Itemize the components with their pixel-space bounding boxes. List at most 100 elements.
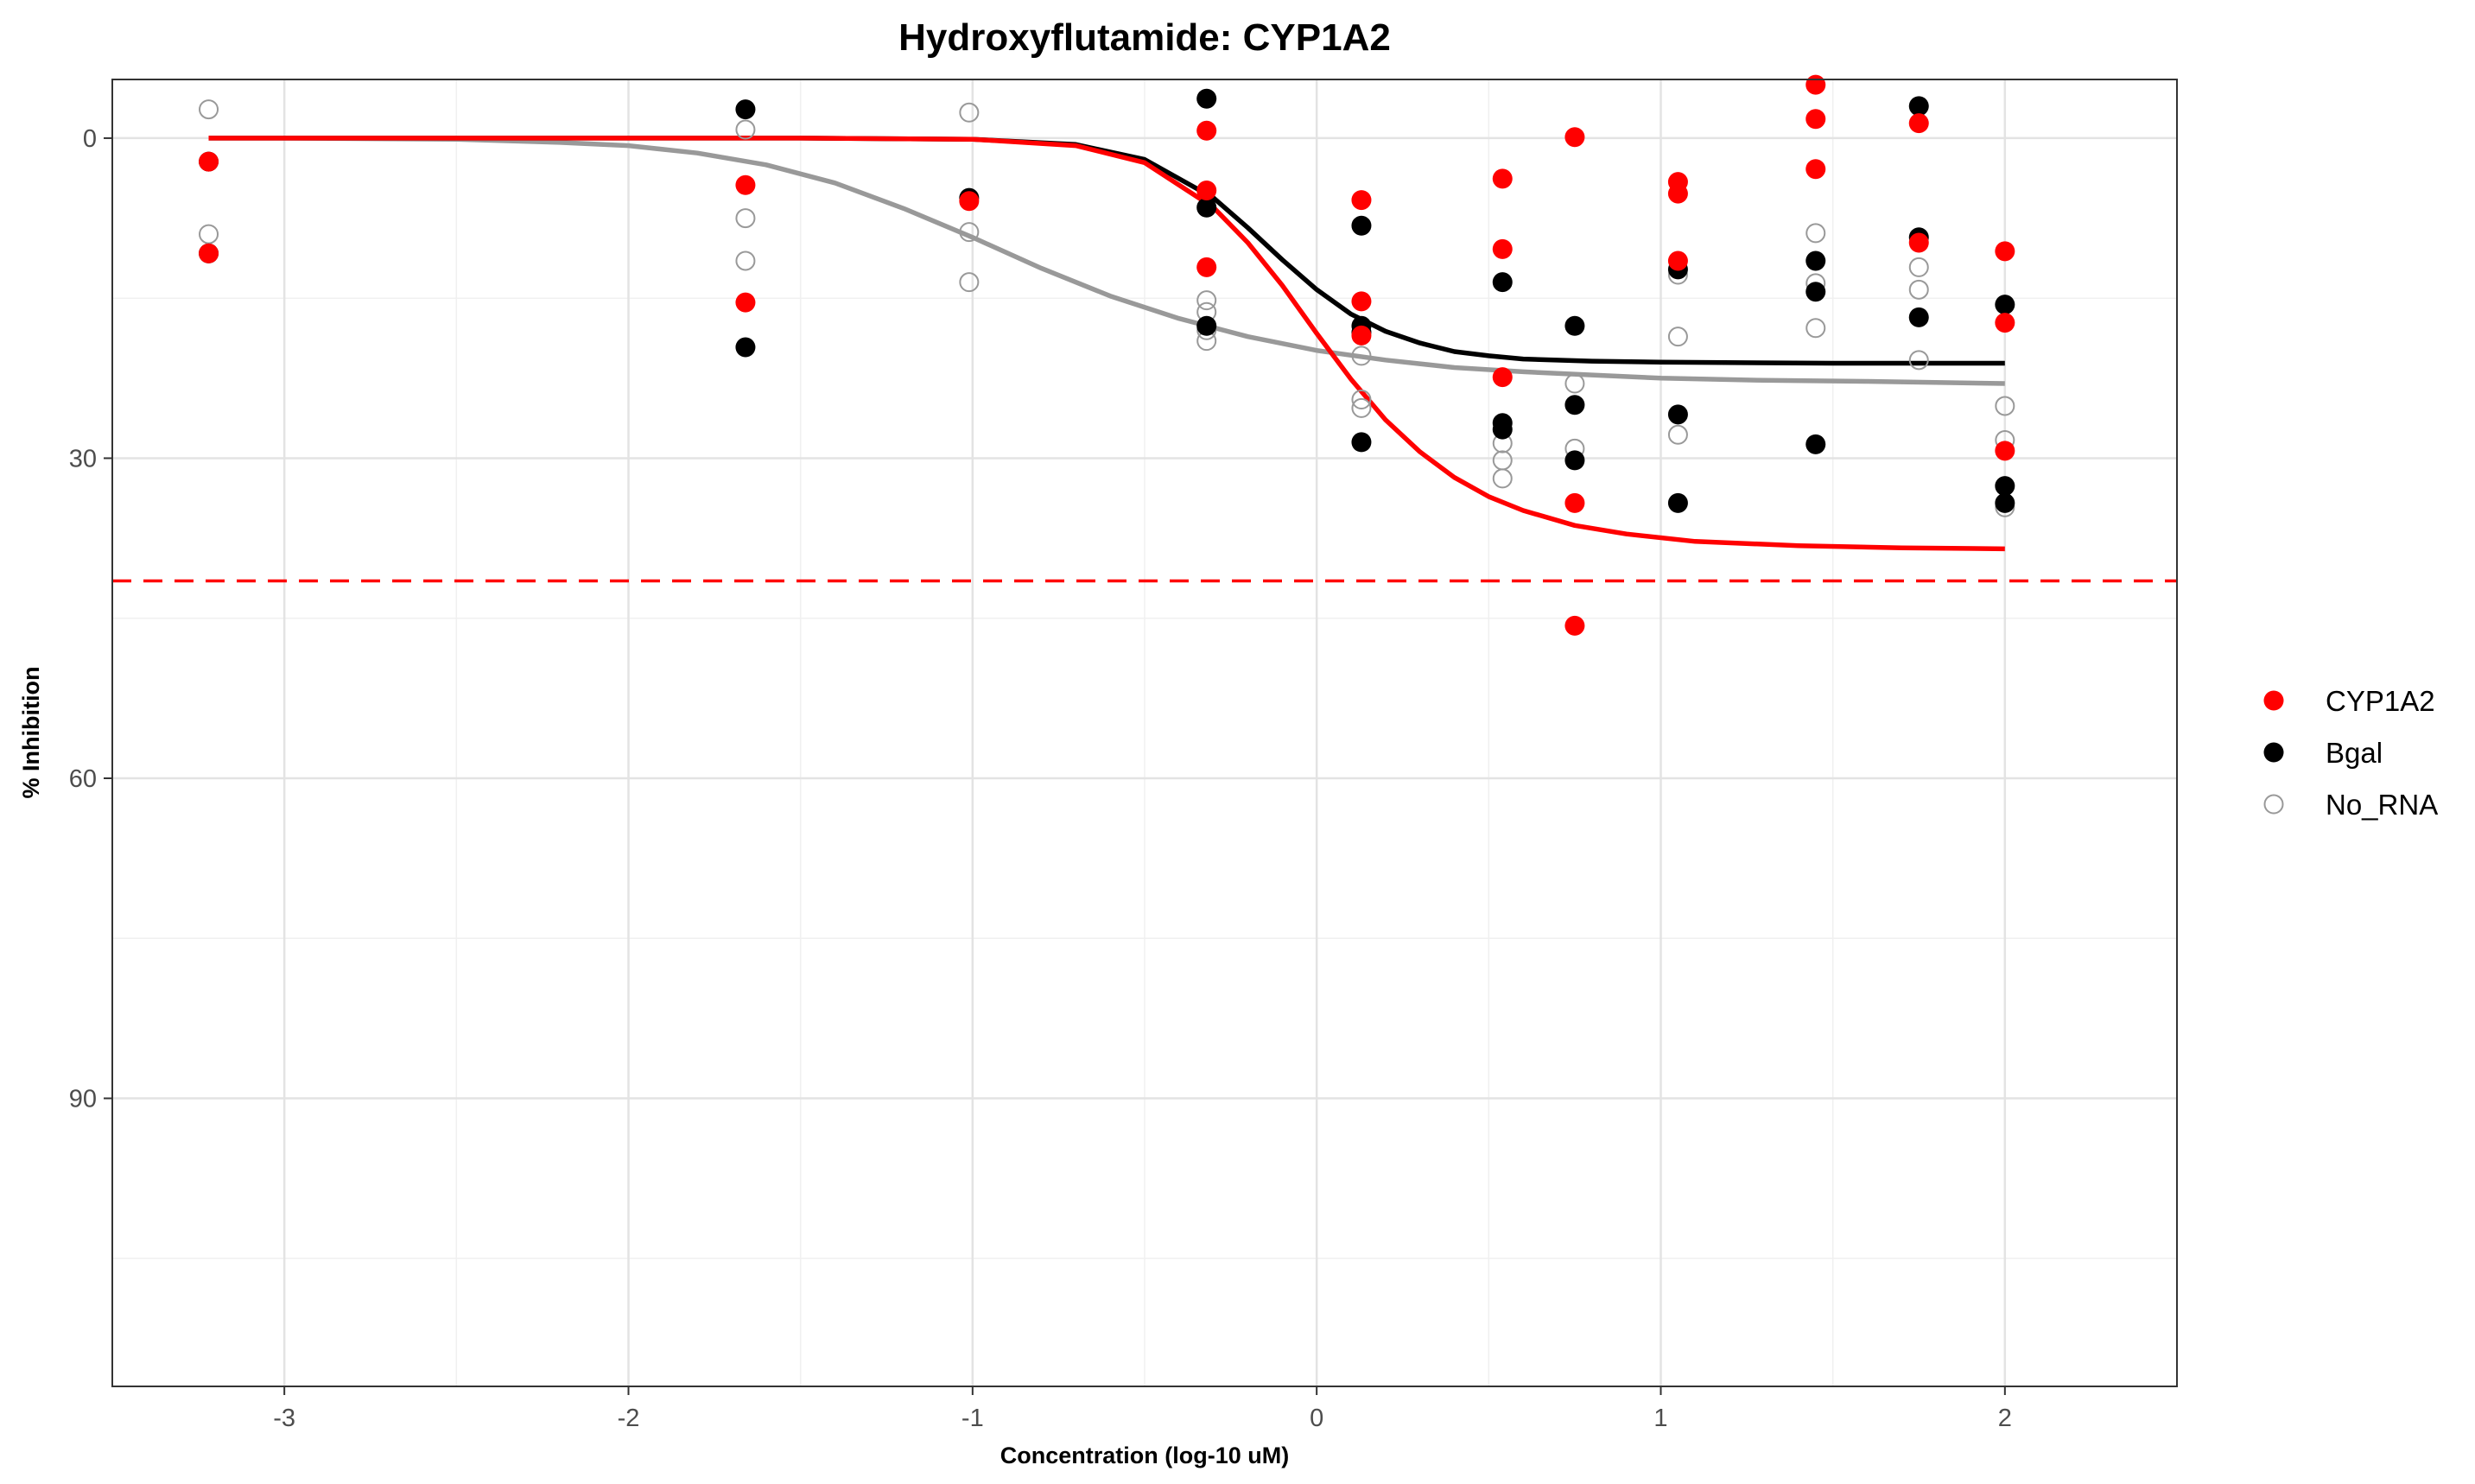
- legend-no-rna-key: [2263, 794, 2284, 815]
- point-no-rna: [1908, 279, 1929, 300]
- point-bgal: [1351, 215, 1372, 236]
- point-cyp1a2: [1995, 313, 2015, 333]
- point-cyp1a2: [1908, 113, 1929, 134]
- point-bgal: [735, 99, 756, 120]
- point-bgal: [1492, 419, 1513, 440]
- point-bgal: [1805, 282, 1826, 302]
- point-no-rna: [1667, 424, 1688, 445]
- point-cyp1a2: [1492, 238, 1513, 259]
- point-no-rna: [1908, 257, 1929, 277]
- point-bgal: [1995, 295, 2015, 315]
- point-cyp1a2: [1351, 291, 1372, 312]
- point-bgal: [735, 337, 756, 358]
- point-bgal: [1196, 197, 1217, 218]
- x-tick-label: 1: [1653, 1405, 1667, 1432]
- point-cyp1a2: [199, 243, 219, 263]
- data-points: [199, 74, 2015, 636]
- point-bgal: [1995, 476, 2015, 497]
- y-tick-label: 60: [69, 765, 97, 793]
- y-axis-ticks: 0 30 60 90: [69, 125, 112, 1113]
- point-bgal: [1667, 492, 1688, 513]
- fitted-curves: [208, 136, 2005, 552]
- chart-title: Hydroxyflutamide: CYP1A2: [898, 16, 1391, 59]
- point-no-rna: [1351, 346, 1372, 366]
- point-cyp1a2: [1351, 190, 1372, 211]
- point-no-rna: [735, 208, 756, 229]
- point-no-rna: [959, 272, 980, 293]
- point-bgal: [1805, 434, 1826, 454]
- legend-cyp1a2-label: CYP1A2: [2326, 685, 2435, 717]
- fit-curve-cyp1a2: [208, 136, 2005, 552]
- legend-no-rna-label: No_RNA: [2326, 789, 2438, 821]
- point-bgal: [1564, 315, 1585, 336]
- point-no-rna: [1351, 397, 1372, 418]
- point-cyp1a2: [1667, 183, 1688, 204]
- point-cyp1a2: [1492, 367, 1513, 388]
- x-axis-title: Concentration (log-10 uM): [1000, 1443, 1289, 1468]
- x-axis-ticks: -3 -2 -1 0 1 2: [273, 1386, 2012, 1432]
- point-bgal: [1908, 307, 1929, 327]
- point-bgal: [1564, 450, 1585, 471]
- point-cyp1a2: [735, 292, 756, 313]
- y-tick-label: 0: [83, 125, 97, 153]
- plot-panel-border: [111, 79, 2178, 1387]
- point-no-rna: [959, 222, 980, 243]
- point-no-rna: [1196, 290, 1217, 311]
- x-tick-label: 0: [1310, 1405, 1323, 1432]
- y-tick-label: 90: [69, 1086, 97, 1113]
- legend-bgal-key: [2263, 742, 2284, 763]
- point-cyp1a2: [199, 151, 219, 172]
- point-no-rna: [1564, 373, 1585, 394]
- point-cyp1a2: [1196, 257, 1217, 277]
- point-cyp1a2: [1805, 159, 1826, 180]
- point-no-rna: [1492, 468, 1513, 489]
- legend-cyp1a2-key: [2263, 690, 2284, 711]
- point-cyp1a2: [1564, 127, 1585, 148]
- x-tick-label: -2: [618, 1405, 640, 1432]
- point-bgal: [1196, 315, 1217, 336]
- point-bgal: [1667, 404, 1688, 425]
- point-bgal: [1995, 492, 2015, 513]
- point-cyp1a2: [1667, 251, 1688, 271]
- point-no-rna: [735, 251, 756, 271]
- x-tick-label: -3: [273, 1405, 295, 1432]
- point-bgal: [1351, 432, 1372, 453]
- y-axis-title: % Inhibition: [18, 667, 44, 799]
- point-cyp1a2: [1564, 492, 1585, 513]
- point-no-rna: [199, 99, 219, 120]
- point-bgal: [1564, 395, 1585, 415]
- x-tick-label: 2: [1998, 1405, 2012, 1432]
- y-tick-label: 30: [69, 445, 97, 472]
- point-bgal: [1805, 251, 1826, 271]
- point-cyp1a2: [1995, 441, 2015, 461]
- point-no-rna: [1805, 223, 1826, 244]
- point-cyp1a2: [735, 174, 756, 195]
- point-no-rna: [735, 119, 756, 140]
- point-no-rna: [1667, 327, 1688, 347]
- point-cyp1a2: [1196, 180, 1217, 200]
- point-bgal: [1196, 88, 1217, 109]
- x-tick-label: -1: [961, 1405, 984, 1432]
- legend-bgal-label: Bgal: [2326, 737, 2383, 769]
- point-bgal: [1908, 96, 1929, 117]
- point-cyp1a2: [1492, 168, 1513, 189]
- point-cyp1a2: [1564, 615, 1585, 636]
- point-cyp1a2: [1351, 325, 1372, 346]
- legend-bgal-entry: Bgal: [2263, 737, 2383, 769]
- legend-no-rna-entry: No_RNA: [2263, 789, 2438, 821]
- point-no-rna: [1351, 390, 1372, 410]
- legend: CYP1A2 Bgal No_RNA: [2263, 685, 2438, 821]
- point-no-rna: [959, 102, 980, 123]
- fit-curve-no-rna: [208, 136, 2005, 386]
- point-cyp1a2: [1995, 241, 2015, 262]
- point-no-rna: [1995, 396, 2015, 416]
- point-no-rna: [199, 224, 219, 244]
- point-cyp1a2: [1908, 232, 1929, 253]
- point-cyp1a2: [1805, 74, 1826, 95]
- point-no-rna: [1908, 350, 1929, 371]
- point-cyp1a2: [1196, 120, 1217, 141]
- point-no-rna: [1805, 318, 1826, 339]
- legend-cyp1a2-entry: CYP1A2: [2263, 685, 2435, 717]
- point-cyp1a2: [1805, 109, 1826, 130]
